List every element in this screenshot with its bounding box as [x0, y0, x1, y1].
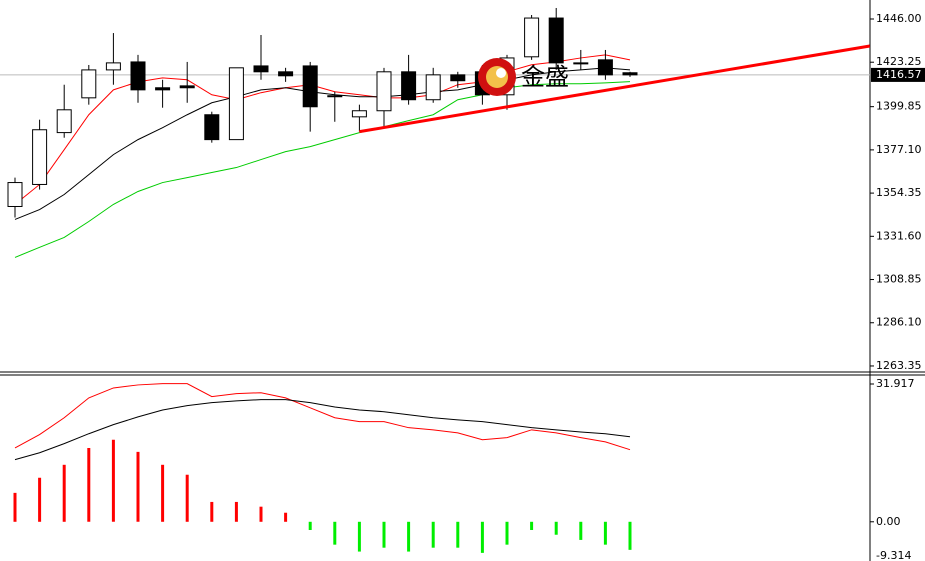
watermark: 金盛 [478, 58, 569, 96]
candle-body [524, 17, 540, 58]
current-price-box [871, 67, 925, 82]
candle-body [81, 69, 97, 99]
candle-body [450, 74, 466, 82]
candle-body [376, 71, 392, 112]
trendline [359, 44, 871, 134]
candle-body [597, 59, 613, 76]
candle-body [130, 61, 146, 91]
candle-body [105, 62, 121, 71]
y-tick-label: 1446.00 [876, 12, 922, 25]
y-tick-label: 1399.85 [876, 100, 922, 113]
line-series [14, 81, 631, 258]
candle-body [253, 65, 269, 73]
current-price-label: 1416.57 [876, 68, 922, 81]
y-tick-label: 1354.35 [876, 186, 922, 199]
candle-body [425, 74, 441, 101]
y-tick-label: -9.314 [876, 549, 911, 561]
logo-dot [496, 68, 506, 78]
candle-body [327, 95, 343, 98]
candle-body [155, 87, 171, 91]
candle-body [32, 129, 48, 185]
y-tick-label: 1377.10 [876, 143, 922, 156]
y-tick-label: 1263.35 [876, 359, 922, 372]
candle-body [351, 110, 367, 118]
candle-body [7, 182, 23, 207]
candle-body [622, 72, 638, 76]
candle-body [204, 114, 220, 141]
candle-body [302, 65, 318, 108]
candle-body [573, 62, 589, 65]
candle-body [179, 85, 195, 89]
watermark-text: 金盛 [521, 63, 569, 91]
y-tick-label: 1423.25 [876, 55, 922, 68]
y-tick-label: 1286.10 [876, 316, 922, 329]
line-series [14, 54, 631, 205]
y-tick-label: 0.00 [876, 515, 901, 528]
candle-body [278, 71, 294, 77]
candle-body [228, 67, 244, 141]
line-series [14, 67, 631, 220]
y-tick-label: 1308.85 [876, 273, 922, 286]
y-tick-label: 1331.60 [876, 229, 922, 242]
candle-body [56, 109, 72, 134]
line-series [14, 399, 631, 461]
candle-body [548, 17, 564, 64]
candle-body [401, 71, 417, 101]
line-series [14, 383, 631, 451]
logo-inner [486, 66, 508, 88]
y-tick-label: 31.917 [876, 377, 915, 390]
